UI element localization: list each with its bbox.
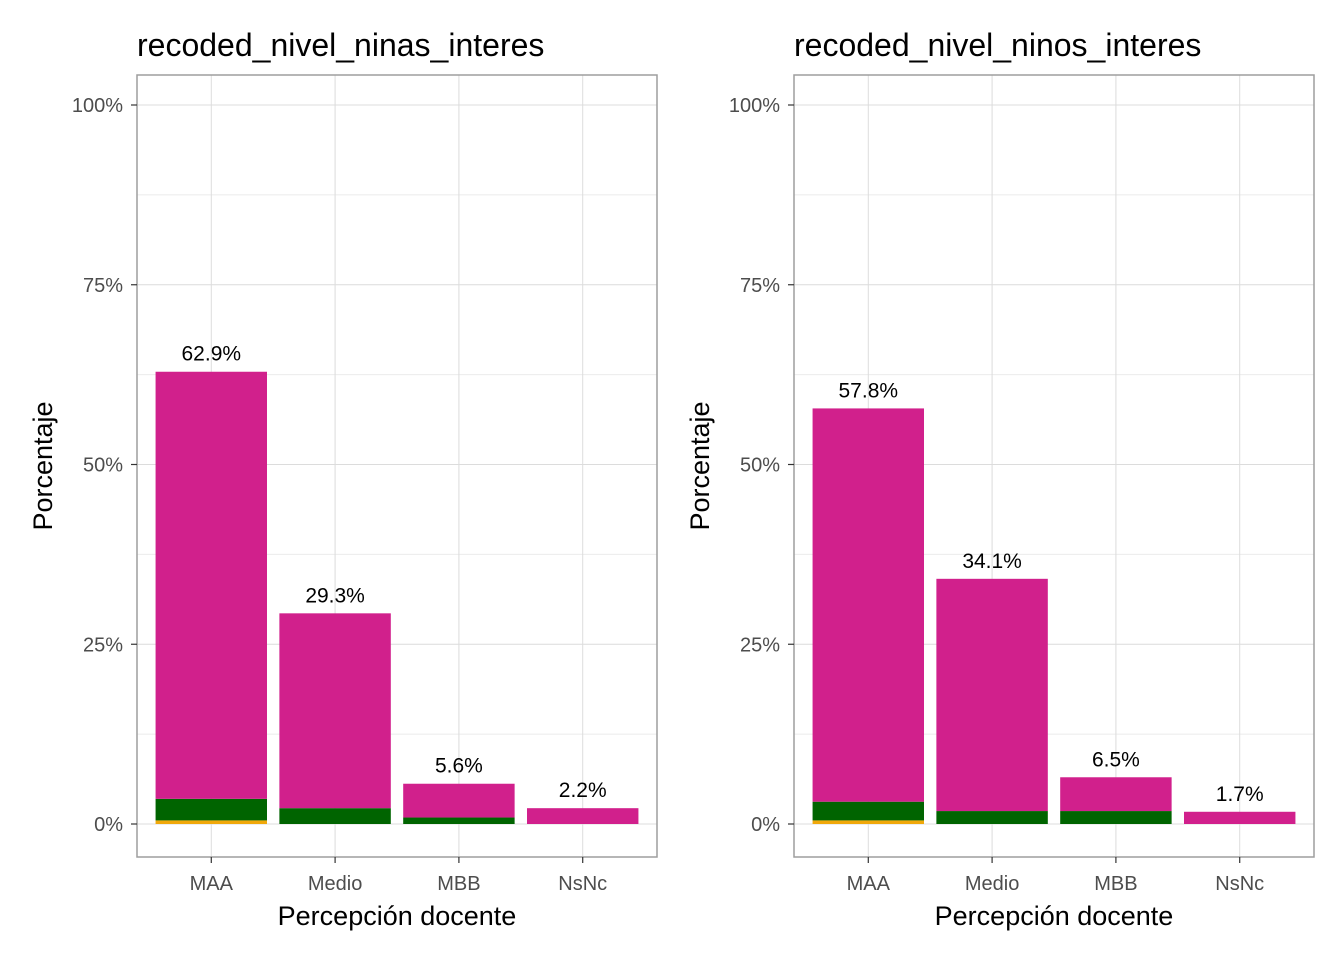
y-tick-label: 50%	[83, 455, 123, 477]
data-label: 2.2%	[559, 779, 607, 802]
y-axis-label: Porcentaje	[28, 401, 58, 530]
data-label: 34.1%	[962, 550, 1022, 573]
bar-segment-nsnc-s3	[1184, 811, 1296, 824]
y-tick-label: 75%	[83, 275, 123, 297]
x-tick-label: MBB	[437, 873, 480, 895]
y-tick-label: 0%	[94, 814, 123, 836]
panel-border	[136, 74, 658, 858]
y-axis-label: Porcentaje	[685, 401, 715, 530]
y-tick-label: 25%	[740, 634, 780, 656]
x-tick-label: NsNc	[1215, 873, 1264, 895]
chart-panel-1: 62.9% 29.3% 5.6% 2.2% 0% 25% 50% 75% 100% MAA Medi…	[28, 27, 658, 931]
chart-panel-2: 57.8% 34.1% 6.5% 1.7% 0% 25% 50% 75% 100% MAA Medi…	[685, 27, 1315, 931]
data-label: 6.5%	[1092, 748, 1140, 771]
data-label: 1.7%	[1216, 783, 1264, 806]
bar-segment-nsnc-s3	[527, 808, 639, 824]
x-axis-label: Percepción docente	[935, 901, 1174, 931]
x-tick-label: Medio	[308, 873, 362, 895]
y-tick-label: 0%	[751, 814, 780, 836]
y-tick-label: 50%	[740, 455, 780, 477]
data-label: 29.3%	[305, 584, 365, 607]
bar-segment-mbb-s2	[403, 817, 515, 824]
chart-title: recoded_nivel_ninos_interes	[794, 27, 1201, 63]
data-label: 62.9%	[182, 343, 242, 366]
bar-segment-maa-s1	[155, 820, 267, 824]
y-tick-label: 75%	[740, 275, 780, 297]
bar-segment-maa-s2	[812, 801, 924, 821]
bar-segment-mbb-s2	[1060, 811, 1172, 824]
bar-segment-mbb-s3	[403, 783, 515, 818]
data-label: 57.8%	[839, 379, 899, 402]
panel-border	[793, 74, 1315, 858]
bar-segment-medio-s2	[936, 811, 1048, 824]
x-tick-label: MBB	[1094, 873, 1137, 895]
x-tick-label: MAA	[190, 873, 234, 895]
x-axis-label: Percepción docente	[278, 901, 517, 931]
bar-segment-maa-s3	[812, 408, 924, 802]
data-label: 5.6%	[435, 755, 483, 778]
bar-segment-maa-s2	[155, 798, 267, 821]
y-tick-label: 25%	[83, 634, 123, 656]
y-tick-label: 100%	[729, 95, 780, 117]
bar-segment-mbb-s3	[1060, 777, 1172, 812]
x-tick-label: Medio	[965, 873, 1019, 895]
bar-segment-medio-s2	[279, 808, 391, 824]
y-tick-label: 100%	[72, 95, 123, 117]
x-tick-label: NsNc	[558, 873, 607, 895]
bar-segment-medio-s3	[936, 578, 1048, 812]
bar-segment-maa-s3	[155, 371, 267, 799]
bar-segment-maa-s1	[812, 820, 924, 824]
chart-title: recoded_nivel_ninas_interes	[137, 27, 544, 63]
x-tick-label: MAA	[847, 873, 891, 895]
bar-segment-medio-s3	[279, 613, 391, 809]
